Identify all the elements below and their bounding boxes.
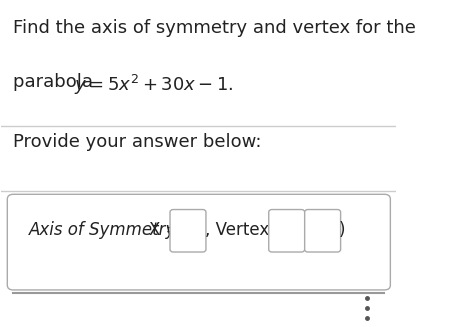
Text: Find the axis of symmetry and vertex for the: Find the axis of symmetry and vertex for… bbox=[13, 19, 416, 37]
Text: ): ) bbox=[339, 221, 345, 239]
Text: , Vertex: (: , Vertex: ( bbox=[205, 221, 287, 239]
Text: Axis of Symmetry:: Axis of Symmetry: bbox=[29, 221, 187, 239]
FancyBboxPatch shape bbox=[7, 194, 390, 290]
FancyBboxPatch shape bbox=[269, 210, 305, 252]
FancyBboxPatch shape bbox=[305, 210, 340, 252]
Text: X =: X = bbox=[149, 221, 180, 239]
Text: ,: , bbox=[303, 221, 308, 239]
Text: $y = 5x^2 + 30x - 1.$: $y = 5x^2 + 30x - 1.$ bbox=[74, 73, 234, 97]
Text: parabola: parabola bbox=[13, 73, 99, 91]
FancyBboxPatch shape bbox=[170, 210, 206, 252]
Text: Provide your answer below:: Provide your answer below: bbox=[13, 133, 262, 151]
